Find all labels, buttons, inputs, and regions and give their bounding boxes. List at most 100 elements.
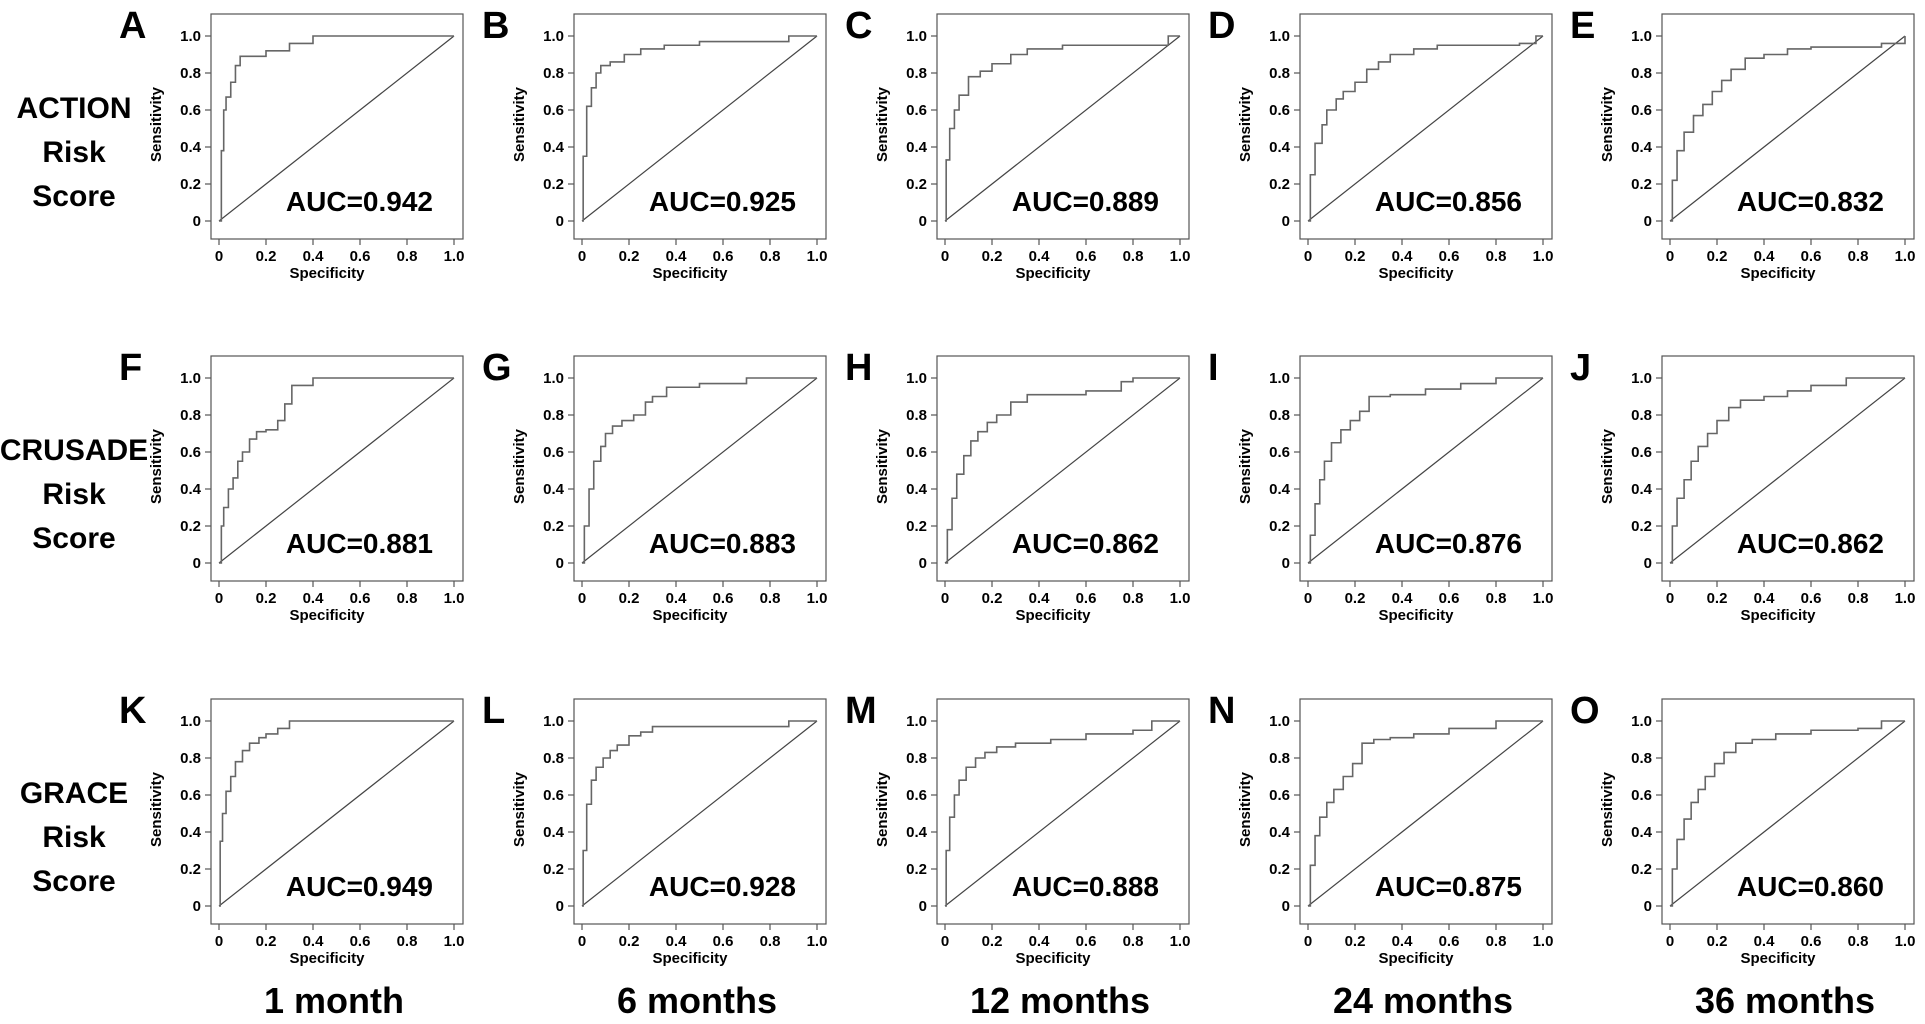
y-tick-label: 0.6	[180, 444, 201, 461]
x-tick-label: 1.0	[1895, 590, 1916, 607]
x-tick-label: 0	[215, 248, 223, 265]
y-tick-label: 0.6	[543, 787, 564, 804]
reference-diagonal	[944, 377, 1181, 564]
reference-diagonal	[944, 720, 1181, 907]
panel-letter: N	[1208, 690, 1235, 732]
x-tick-label: 0.6	[1439, 933, 1460, 950]
roc-curve	[1308, 35, 1543, 222]
roc-panel-I: I 0 0.2 0.4 0.6 0.8 1.0 0 0.2 0.4 0.6 0.8 1.0 Specifi…	[1208, 347, 1553, 624]
x-tick-label: 1.0	[1533, 590, 1554, 607]
y-tick-label: 1.0	[543, 713, 564, 730]
row-label: CRUSADE Risk Score	[0, 434, 148, 555]
plot-frame	[936, 698, 1190, 925]
x-tick-label: 0.4	[666, 248, 688, 265]
x-tick-label: 0	[215, 933, 223, 950]
reference-diagonal	[1307, 35, 1544, 222]
y-tick-label: 0.4	[1631, 824, 1653, 841]
y-tick-label: 0.8	[543, 750, 564, 767]
roc-curve	[219, 377, 454, 564]
auc-label: AUC=0.881	[286, 528, 433, 559]
y-tick-label: 0.4	[180, 481, 202, 498]
x-tick-label: 1.0	[1533, 248, 1554, 265]
y-tick-label: 1.0	[906, 713, 927, 730]
reference-diagonal	[581, 35, 818, 222]
panel-letter: L	[482, 690, 505, 732]
y-tick-label: 0	[1282, 213, 1290, 230]
y-tick-label: 0.8	[1631, 407, 1652, 424]
auc-label: AUC=0.862	[1012, 528, 1159, 559]
row-label-line: Score	[32, 522, 115, 555]
y-tick-label: 0.8	[906, 65, 927, 82]
x-tick-label: 0	[941, 933, 949, 950]
roc-panel-F: F 0 0.2 0.4 0.6 0.8 1.0 0 0.2 0.4 0.6 0.8 1.0 Specifi…	[119, 347, 464, 624]
auc-label: AUC=0.883	[649, 528, 796, 559]
y-tick-label: 0.2	[543, 176, 564, 193]
y-tick-label: 0.2	[180, 176, 201, 193]
plot-frame	[936, 355, 1190, 582]
roc-curve	[219, 35, 454, 222]
y-tick-label: 1.0	[1269, 370, 1290, 387]
x-tick-label: 0.4	[666, 590, 688, 607]
x-tick-label: 0.2	[982, 590, 1003, 607]
x-tick-label: 0.8	[1848, 590, 1869, 607]
roc-panel-G: G 0 0.2 0.4 0.6 0.8 1.0 0 0.2 0.4 0.6 0.8 1.0 Specifi…	[482, 347, 827, 624]
y-tick-label: 1.0	[1269, 28, 1290, 45]
y-tick-label: 1.0	[1631, 370, 1652, 387]
y-tick-label: 0.6	[1631, 102, 1652, 119]
auc-label: AUC=0.928	[649, 871, 796, 902]
x-tick-label: 0	[941, 248, 949, 265]
x-tick-label: 0.4	[1754, 248, 1776, 265]
roc-panel-H: H 0 0.2 0.4 0.6 0.8 1.0 0 0.2 0.4 0.6 0.8 1.0 Specifi…	[845, 347, 1190, 624]
panel-letter: H	[845, 347, 872, 389]
auc-label: AUC=0.889	[1012, 186, 1159, 217]
y-tick-label: 0.8	[180, 750, 201, 767]
roc-curve	[1308, 377, 1543, 564]
y-tick-label: 0.4	[180, 139, 202, 156]
x-axis-label: Specificity	[1015, 607, 1091, 624]
y-tick-label: 0.8	[1269, 750, 1290, 767]
reference-diagonal	[1669, 35, 1906, 222]
y-tick-label: 0.4	[543, 824, 565, 841]
x-axis-label: Specificity	[652, 607, 728, 624]
row-label: GRACE Risk Score	[20, 777, 128, 898]
x-tick-label: 0	[578, 933, 586, 950]
x-axis-label: Specificity	[1740, 950, 1816, 967]
row-label-line: Risk	[42, 821, 106, 854]
x-axis-label: Specificity	[289, 607, 365, 624]
y-tick-label: 0.6	[906, 102, 927, 119]
y-tick-label: 1.0	[906, 28, 927, 45]
x-tick-label: 0.6	[350, 590, 371, 607]
y-tick-label: 0.8	[543, 65, 564, 82]
y-tick-label: 0	[193, 898, 201, 915]
y-axis-label: Sensitivity	[874, 771, 891, 847]
x-tick-label: 0.8	[1848, 248, 1869, 265]
x-tick-label: 0	[941, 590, 949, 607]
y-axis-label: Sensitivity	[148, 86, 165, 162]
y-tick-label: 0.4	[543, 139, 565, 156]
y-tick-label: 0.2	[180, 518, 201, 535]
x-tick-label: 0.4	[1029, 248, 1051, 265]
x-tick-label: 0.6	[1076, 590, 1097, 607]
roc-panel-E: E 0 0.2 0.4 0.6 0.8 1.0 0 0.2 0.4 0.6 0.8 1.0 Specifi…	[1570, 5, 1915, 282]
roc-panel-N: N 0 0.2 0.4 0.6 0.8 1.0 0 0.2 0.4 0.6 0.8 1.0 Specifi…	[1208, 690, 1553, 967]
roc-panel-B: B 0 0.2 0.4 0.6 0.8 1.0 0 0.2 0.4 0.6 0.8 1.0 Specifi…	[482, 5, 827, 282]
y-axis-label: Sensitivity	[511, 86, 528, 162]
y-tick-label: 0.6	[1631, 787, 1652, 804]
row-label-line: CRUSADE	[0, 434, 148, 467]
y-tick-label: 0.4	[543, 481, 565, 498]
y-axis-label: Sensitivity	[1599, 771, 1616, 847]
x-tick-label: 0.6	[1801, 590, 1822, 607]
x-tick-label: 0.6	[1076, 248, 1097, 265]
column-label: 36 months	[1695, 980, 1875, 1021]
y-tick-label: 0.8	[1631, 750, 1652, 767]
x-axis-label: Specificity	[1740, 265, 1816, 282]
y-tick-label: 0.2	[1631, 861, 1652, 878]
x-tick-label: 0.6	[350, 933, 371, 950]
plot-frame	[936, 13, 1190, 240]
x-tick-label: 1.0	[1895, 248, 1916, 265]
x-tick-label: 0.4	[1029, 590, 1051, 607]
y-tick-label: 0.6	[1269, 102, 1290, 119]
panel-letter: C	[845, 5, 872, 47]
roc-curve	[582, 35, 817, 222]
y-tick-label: 0.8	[180, 407, 201, 424]
